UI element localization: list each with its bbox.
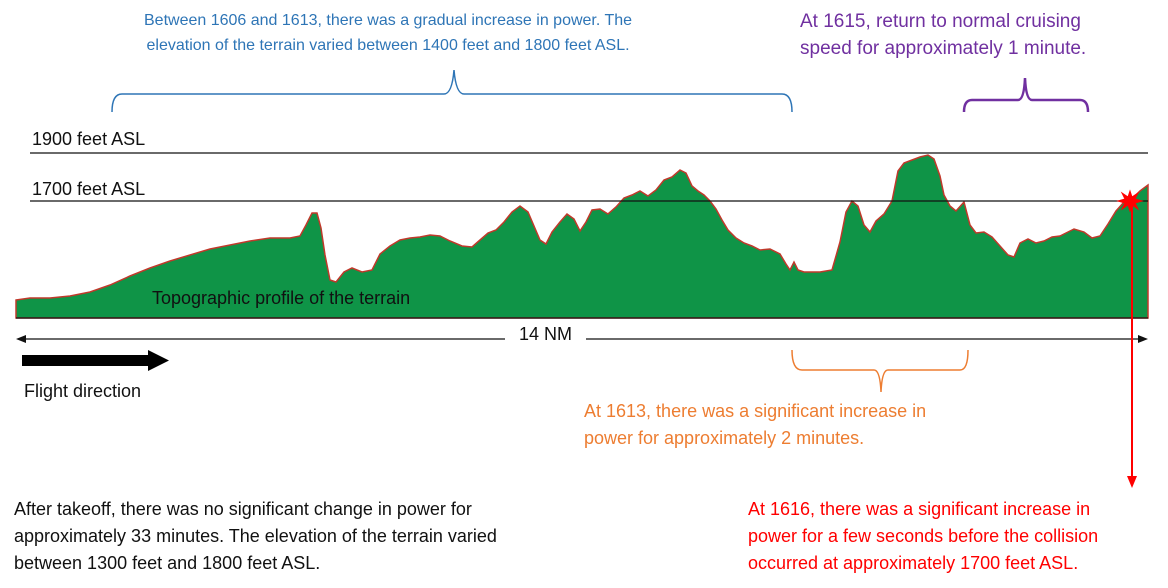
terrain-label: Topographic profile of the terrain bbox=[152, 288, 411, 308]
flight-direction-label: Flight direction bbox=[24, 381, 142, 401]
annotation-line: occurred at approximately 1700 feet ASL. bbox=[748, 553, 1079, 573]
annotation-1616: At 1616, there was a significant increas… bbox=[748, 496, 1098, 577]
annotation-takeoff: After takeoff, there was no significant … bbox=[14, 496, 497, 577]
annotation-1615: At 1615, return to normal cruising speed… bbox=[800, 8, 1086, 62]
annotation-line: approximately 33 minutes. The elevation … bbox=[14, 526, 497, 546]
annotation-line: speed for approximately 1 minute. bbox=[800, 38, 1087, 59]
annotation-line: power for approximately 2 minutes. bbox=[584, 428, 865, 448]
annotation-line: elevation of the terrain varied between … bbox=[146, 37, 630, 54]
brace-1615 bbox=[962, 77, 1090, 113]
annotation-1613: At 1613, there was a significant increas… bbox=[584, 398, 926, 452]
reference-label-1700: 1700 feet ASL bbox=[32, 179, 146, 199]
annotation-line: Between 1606 and 1613, there was a gradu… bbox=[144, 12, 633, 29]
annotation-line: At 1615, return to normal cruising bbox=[800, 11, 1081, 32]
reference-label-1900: 1900 feet ASL bbox=[32, 129, 146, 149]
terrain-profile bbox=[15, 154, 1149, 319]
annotation-1606-1613: Between 1606 and 1613, there was a gradu… bbox=[144, 8, 632, 58]
flight-direction-arrow bbox=[22, 350, 169, 371]
collision-marker bbox=[1116, 189, 1144, 488]
annotation-line: power for a few seconds before the colli… bbox=[748, 526, 1099, 546]
distance-label: 14 NM bbox=[505, 322, 587, 348]
annotation-line: After takeoff, there was no significant … bbox=[14, 499, 472, 519]
brace-1606-1613 bbox=[111, 69, 793, 113]
annotation-line: At 1616, there was a significant increas… bbox=[748, 499, 1091, 519]
annotation-line: At 1613, there was a significant increas… bbox=[584, 401, 927, 421]
brace-1613 bbox=[791, 349, 969, 393]
annotation-line: between 1300 feet and 1800 feet ASL. bbox=[14, 553, 321, 573]
